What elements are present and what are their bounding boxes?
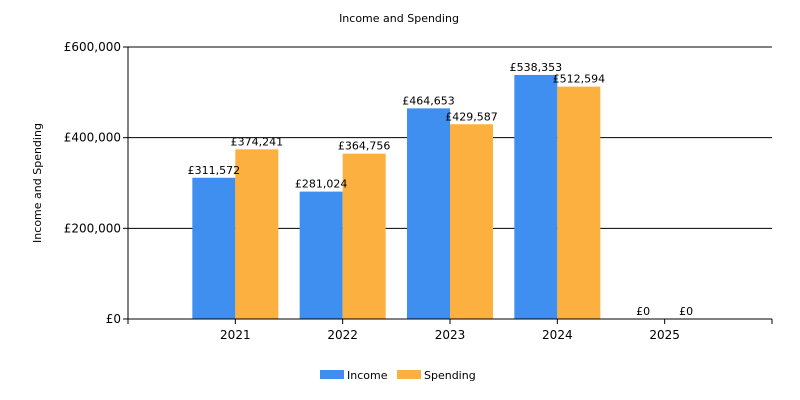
y-axis-label: Income and Spending: [31, 123, 44, 243]
y-tick-label: £0: [106, 312, 121, 326]
chart-title: Income and Spending: [339, 12, 459, 25]
legend-label: Income: [347, 369, 388, 382]
data-label: £364,756: [338, 140, 391, 153]
x-tick-label: 2022: [327, 328, 358, 342]
data-label: £512,594: [553, 73, 606, 86]
bar-spending: [450, 124, 493, 319]
x-tick-label: 2021: [220, 328, 251, 342]
data-label: £538,353: [510, 61, 563, 74]
y-tick-label: £600,000: [64, 40, 121, 54]
x-tick-label: 2024: [542, 328, 573, 342]
y-tick-label: £400,000: [64, 131, 121, 145]
data-label: £0: [679, 305, 693, 318]
bars: [192, 74, 601, 320]
data-label: £374,241: [231, 135, 284, 148]
data-label: £464,653: [402, 94, 455, 107]
legend: Income Spending: [320, 369, 476, 382]
bar-income: [299, 191, 343, 319]
data-labels: £311,572 £374,241 £281,024 £364,756 £464,653…: [188, 61, 694, 318]
bar-income: [514, 74, 558, 319]
legend-swatch-spending: [397, 370, 421, 379]
legend-swatch-income: [320, 370, 344, 379]
y-tick-label: £200,000: [64, 221, 121, 235]
legend-label: Spending: [424, 369, 476, 382]
data-label: £429,587: [445, 110, 498, 123]
bar-spending: [557, 86, 601, 319]
data-label: £281,024: [295, 178, 348, 191]
bar-spending: [235, 149, 279, 319]
bar-spending: [342, 153, 386, 319]
bar-income: [192, 177, 236, 319]
data-label: £0: [636, 305, 650, 318]
data-label: £311,572: [188, 164, 241, 177]
x-tick-label: 2025: [649, 328, 680, 342]
axes: £0 £200,000 £400,000 £600,000 2021 2022 2023 20…: [64, 40, 773, 342]
bar-income: [407, 108, 450, 320]
x-tick-label: 2023: [435, 328, 466, 342]
